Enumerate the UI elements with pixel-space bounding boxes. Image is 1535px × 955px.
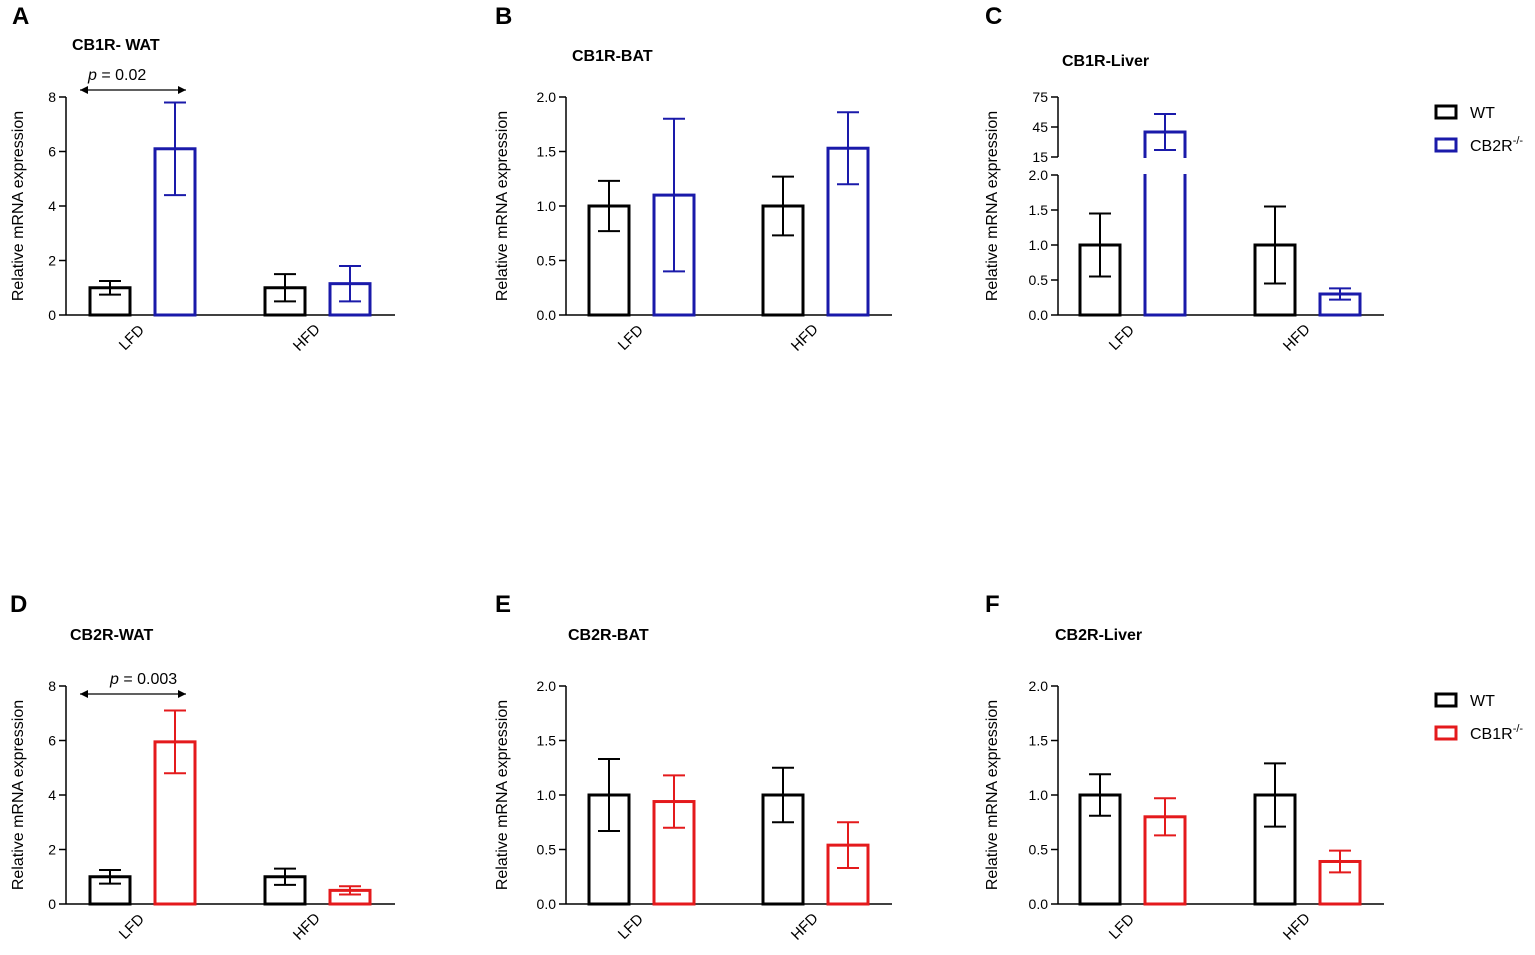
- y-tick-label: 8: [48, 678, 56, 694]
- category-label: LFD: [1106, 322, 1138, 354]
- panel-a: A CB1R- WAT Relative mRNA expression 0 2 4 6 8 L…: [10, 3, 395, 355]
- y-tick-label: 0.5: [1029, 272, 1049, 288]
- category-label: LFD: [116, 911, 148, 943]
- y-axis-label: Relative mRNA expression: [10, 111, 27, 301]
- legend-label: WT: [1470, 693, 1495, 710]
- y-tick-label-upper: 45: [1032, 119, 1048, 135]
- y-tick-label: 0.5: [537, 842, 557, 858]
- panel-b: B CB1R-BAT Relative mRNA expression 0.0 0.5 1…: [494, 3, 892, 355]
- panel-title: CB2R-WAT: [70, 627, 153, 644]
- y-tick-label: 0.0: [1029, 896, 1049, 912]
- legend-swatch: [1434, 725, 1458, 741]
- panel-f: F CB2R-Liver Relative mRNA expression 0.0 0.…: [984, 591, 1384, 944]
- arrow-right-icon: [178, 86, 186, 94]
- y-axis-label: Relative mRNA expression: [10, 700, 27, 890]
- y-tick-label: 2.0: [1029, 167, 1049, 183]
- y-tick-label: 0.5: [537, 253, 557, 269]
- panel-title: CB2R-BAT: [568, 627, 649, 644]
- panel-letter: A: [12, 3, 29, 30]
- bar-break-gap: [1141, 158, 1189, 174]
- y-axis-label: Relative mRNA expression: [494, 111, 511, 301]
- legend-swatch: [1434, 692, 1458, 708]
- arrow-left-icon: [80, 86, 88, 94]
- p-value-text: = 0.003: [119, 671, 177, 688]
- legend-label: WT: [1470, 105, 1495, 122]
- legend-superscript: -/-: [1513, 723, 1524, 735]
- category-label: HFD: [290, 910, 324, 944]
- legend-label-text: CB2R: [1470, 138, 1513, 155]
- category-label: LFD: [116, 322, 148, 354]
- y-tick-label: 0.0: [1029, 307, 1049, 323]
- legend-swatch: [1434, 104, 1458, 120]
- panel-title: CB1R-Liver: [1062, 53, 1149, 70]
- y-tick-label: 0: [48, 307, 56, 323]
- p-value-text: = 0.02: [97, 67, 146, 84]
- category-label: HFD: [1280, 910, 1314, 944]
- category-label: HFD: [788, 910, 822, 944]
- legend-swatch: [1434, 137, 1458, 153]
- p-symbol: p: [87, 67, 97, 84]
- panel-c: C CB1R-Liver Relative mRNA expression 0.0 0.…: [984, 3, 1384, 355]
- y-tick-label: 1.0: [1029, 787, 1049, 803]
- y-tick-label: 0.0: [537, 896, 557, 912]
- panel-d: D CB2R-WAT Relative mRNA expression 0 2 4 6 8 LF…: [10, 591, 395, 944]
- y-axis-label: Relative mRNA expression: [984, 700, 1001, 890]
- panel-title: CB1R-BAT: [572, 48, 653, 65]
- y-tick-label: 2.0: [537, 89, 557, 105]
- category-label: HFD: [788, 321, 822, 355]
- panel-title: CB2R-Liver: [1055, 627, 1142, 644]
- y-tick-label: 0.0: [537, 307, 557, 323]
- legend-label-text: WT: [1470, 105, 1495, 122]
- legend: WT CB1R-/-: [1434, 692, 1523, 743]
- y-tick-label-upper: 15: [1032, 149, 1048, 165]
- y-tick-label: 1.0: [1029, 237, 1049, 253]
- category-label: LFD: [615, 322, 647, 354]
- legend-label-text: WT: [1470, 693, 1495, 710]
- y-tick-label: 2: [48, 253, 56, 269]
- y-tick-label: 4: [48, 198, 56, 214]
- panel-title: CB1R- WAT: [72, 37, 160, 54]
- panel-e: E CB2R-BAT Relative mRNA expression 0.0 0.5 1…: [494, 591, 892, 944]
- panel-letter: F: [985, 591, 1000, 618]
- p-value: p = 0.003: [109, 671, 177, 688]
- p-symbol: p: [109, 671, 119, 688]
- legend: WT CB2R-/-: [1434, 104, 1523, 155]
- panel-letter: C: [985, 3, 1002, 30]
- y-tick-label: 1.5: [537, 144, 557, 160]
- category-label: LFD: [1106, 911, 1138, 943]
- legend-superscript: -/-: [1513, 135, 1524, 147]
- y-tick-label: 0.5: [1029, 842, 1049, 858]
- y-tick-label-upper: 75: [1032, 89, 1048, 105]
- y-tick-label: 1.5: [1029, 733, 1049, 749]
- category-label: HFD: [290, 321, 324, 355]
- y-axis-label: Relative mRNA expression: [984, 111, 1001, 301]
- axis-break-gap: [1055, 158, 1061, 174]
- y-tick-label: 8: [48, 89, 56, 105]
- arrow-right-icon: [178, 690, 186, 698]
- arrow-left-icon: [80, 690, 88, 698]
- y-tick-label: 1.5: [1029, 202, 1049, 218]
- legend-label-text: CB1R: [1470, 726, 1513, 743]
- p-value: p = 0.02: [87, 67, 146, 84]
- panel-letter: B: [495, 3, 512, 30]
- y-tick-label: 2.0: [537, 678, 557, 694]
- y-tick-label: 6: [48, 733, 56, 749]
- legend-label: CB1R-/-: [1470, 723, 1523, 743]
- panel-letter: D: [10, 591, 27, 618]
- y-tick-label: 1.5: [537, 733, 557, 749]
- legend-label: CB2R-/-: [1470, 135, 1523, 155]
- y-tick-label: 4: [48, 787, 56, 803]
- y-tick-label: 1.0: [537, 787, 557, 803]
- y-tick-label: 2: [48, 842, 56, 858]
- y-tick-label: 2.0: [1029, 678, 1049, 694]
- category-label: HFD: [1280, 321, 1314, 355]
- panel-letter: E: [495, 591, 511, 618]
- y-tick-label: 1.0: [537, 198, 557, 214]
- y-tick-label: 0: [48, 896, 56, 912]
- y-tick-label: 6: [48, 144, 56, 160]
- y-axis-label: Relative mRNA expression: [494, 700, 511, 890]
- category-label: LFD: [615, 911, 647, 943]
